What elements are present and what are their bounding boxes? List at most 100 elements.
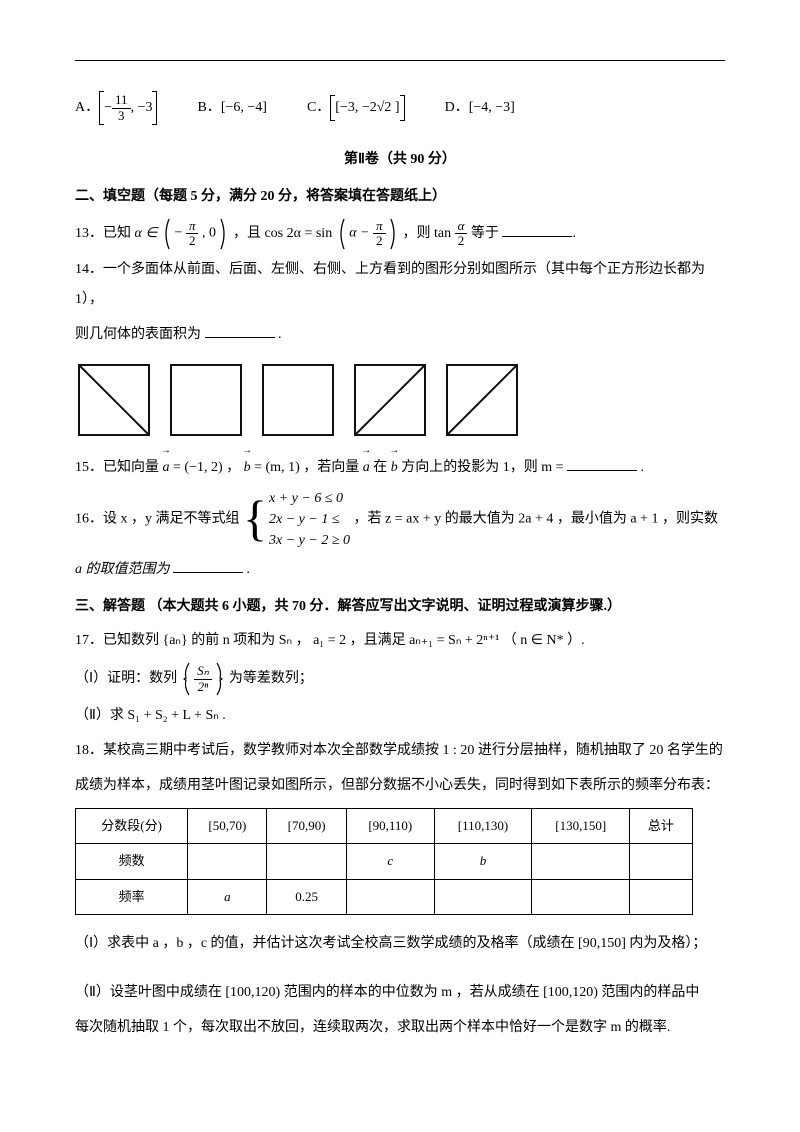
td-c: c [346,844,434,880]
paren-left-icon [161,217,171,251]
option-a-after: , −3 [131,93,153,124]
section-2-title: 第Ⅱ卷（共 90 分） [75,145,725,176]
q13-mid2: ，则 tan [403,226,452,241]
option-b-label: B． [197,93,220,124]
shape-square-diag-up [443,361,521,439]
th-segment: 分数段(分) [76,808,188,844]
option-c-label: C． [307,93,330,124]
left-brace-icon: { [243,488,269,551]
option-a-before: − [104,93,112,124]
q13-zero: , 0 [202,225,216,240]
shape-square-diag-down [75,361,153,439]
right-bracket-icon [152,91,157,125]
q15-mid: 在 [373,460,391,475]
q17-p2: （Ⅱ）求 S₁ + S₂ + L + Sₙ . [75,701,725,732]
q17-line1: 17．已知数列 {aₙ} 的前 n 项和为 Sₙ ， a₁ = 2 ，且满足 a… [75,626,725,657]
q15: 15．已知向量 a = (−1, 2) ， b = (m, 1) ，若向量 a … [75,453,725,484]
q16: 16．设 x ，y 满足不等式组 { x + y − 6 ≤ 0 2x − y … [75,488,725,551]
right-brace-icon [215,661,225,697]
paren-right-icon [219,217,229,251]
option-d-content: [−4, −3] [469,93,515,124]
td-label: 频数 [76,844,188,880]
option-d: D． [−4, −3] [445,93,515,124]
option-b: B． [−6, −4] [197,93,266,124]
shape-square [167,361,245,439]
table-row: 频率 a 0.25 [76,879,693,915]
inequality-system: { x + y − 6 ≤ 0 2x − y − 1 ≤ 3x − y − 2 … [243,488,350,551]
q18-p2a: （Ⅱ）设茎叶图中成绩在 [100,120) 范围内的样本的中位数为 m ，若从成… [75,978,725,1009]
q15-prefix: 15．已知向量 [75,460,163,475]
q16-l3: 3x − y − 2 ≥ 0 [269,530,350,551]
q18-p2b: 每次随机抽取 1 个，每次取出不放回，连续取两次，求取出两个样本中恰好一个是数字… [75,1013,725,1044]
q16-l2: 2x − y − 1 ≤ [269,509,350,530]
option-a-frac: 11 3 [112,93,131,123]
q13-frac1: π 2 [186,219,199,249]
q16-mid: ，若 z = ax + y 的最大值为 2a + 4 ，最小值为 a + 1 ，… [354,512,718,527]
td-empty [532,844,630,880]
th-130-150: [130,150] [532,808,630,844]
td-empty [188,844,267,880]
vector-a-icon: a [363,453,370,484]
q17-p1: （Ⅰ）证明：数列 Sₙ 2ⁿ 为等差数列； [75,661,725,697]
td-empty [532,879,630,915]
right-bracket-icon [400,95,405,121]
q14-line2-text: 则几何体的表面积为 [75,327,201,342]
q13-mid3: 等于 [471,226,499,241]
option-a: A． − 11 3 , −3 [75,91,157,125]
option-d-label: D． [445,93,469,124]
q14-line1: 14．一个多面体从前面、后面、左侧、右侧、上方看到的图形分别如图所示（其中每个正… [75,255,725,317]
vector-b-icon: b [391,453,398,484]
th-total: 总计 [630,808,692,844]
option-a-label: A． [75,93,99,124]
vector-b-icon: b [244,453,251,484]
th-70-90: [70,90) [267,808,346,844]
td-empty [267,844,346,880]
shapes-row [75,361,725,439]
q13-neg: − [175,225,183,240]
paren-right-icon [389,217,399,251]
q14-line2: 则几何体的表面积为 . [75,320,725,351]
q15-period: . [641,460,645,475]
q13-frac2: π 2 [373,219,386,249]
td-025: 0.25 [267,879,346,915]
q16-line2-pre: a 的取值范围为 [75,562,170,577]
section-3-heading: 三、解答题 （本大题共 6 小题，共 70 分．解答应写出文字说明、证明过程或演… [75,592,725,623]
q13-frac3: α 2 [455,219,468,249]
td-empty [630,844,692,880]
q17-p1-pre: （Ⅰ）证明：数列 [75,671,177,686]
paren-left-icon [336,217,346,251]
q16-prefix: 16．设 x ，y 满足不等式组 [75,512,240,527]
td-b: b [434,844,531,880]
q15-b-eq: = (m, 1) ，若向量 [254,460,363,475]
options-row: A． − 11 3 , −3 B． [−6, −4] C． [−3, −2√2 … [75,91,725,125]
q16-period: . [247,562,251,577]
q15-suffix: 方向上的投影为 1，则 m = [401,460,567,475]
blank-input[interactable] [567,457,637,471]
option-b-content: [−6, −4] [221,93,267,124]
q18-p1: （Ⅰ）求表中 a ，b ，c 的值，并估计这次考试全校高三数学成绩的及格率（成绩… [75,929,725,960]
q13-mid1: ，且 cos 2α = sin [233,226,332,241]
blank-input[interactable] [502,223,572,237]
frequency-table: 分数段(分) [50,70) [70,90) [90,110) [110,130… [75,808,693,916]
blank-input[interactable] [173,559,243,573]
td-empty [630,879,692,915]
left-brace-icon [181,661,191,697]
q18-line1: 18．某校高三期中考试后，数学教师对本次全部数学成绩按 1 : 20 进行分层抽… [75,736,725,767]
q14-period: . [278,327,282,342]
option-c: C． [−3, −2√2 ] [307,93,405,124]
shape-square-diag-up [351,361,429,439]
option-c-content: [−3, −2√2 ] [335,93,399,124]
q13-inner-l: α − [349,225,369,240]
q16-line2: a 的取值范围为 . [75,555,725,586]
q18-line2: 成绩为样本，成绩用茎叶图记录如图所示，但部分数据不小心丢失，同时得到如下表所示的… [75,771,725,802]
td-a: a [188,879,267,915]
q13: 13．已知 α ∈ − π 2 , 0 ，且 cos 2α = sin α − … [75,217,725,251]
th-90-110: [90,110) [346,808,434,844]
q13-prefix: 13．已知 [75,226,135,241]
table-row: 频数 c b [76,844,693,880]
fill-blank-heading: 二、填空题（每题 5 分，满分 20 分，将答案填在答题纸上） [75,182,725,213]
blank-input[interactable] [205,324,275,338]
q17-frac: Sₙ 2ⁿ [194,664,212,694]
q15-a-eq: = (−1, 2) ， [173,460,240,475]
top-rule [75,60,725,61]
